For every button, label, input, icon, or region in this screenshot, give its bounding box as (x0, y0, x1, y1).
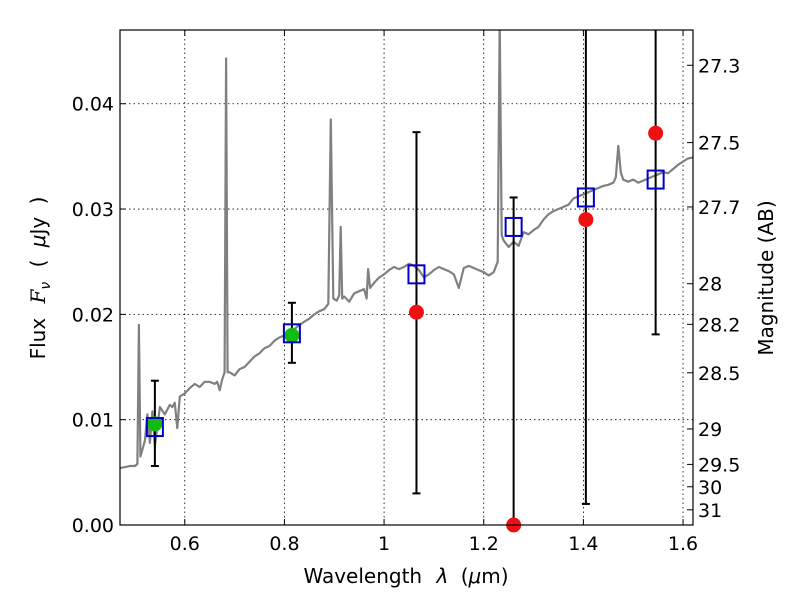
error-bars (150, 30, 660, 525)
spectrum-line (120, 30, 693, 470)
x-axis-unit-mu: μ (468, 564, 482, 588)
y-tick-label: 0.00 (72, 515, 114, 537)
y-axis-left-unit: Jy (26, 217, 50, 237)
observed-flux-point (284, 327, 300, 343)
mag-tick-label: 29.5 (698, 454, 740, 476)
x-tick-label: 1 (378, 533, 390, 555)
x-axis-label-text: Wavelength (303, 564, 422, 588)
observed-flux-point (578, 212, 594, 228)
x-tick-label: 1.6 (668, 533, 698, 555)
axis-ticks: 0.6 0.8 1 1.2 1.4 1.6 0.00 0.01 0.02 0.03 0.04 27.3… (72, 30, 740, 555)
template-spectrum (120, 30, 693, 470)
y-axis-left-flux: Flux (26, 318, 50, 360)
y-axis-left-close: ) (26, 197, 50, 205)
y-axis-left-open: ( (26, 260, 50, 268)
model-flux-point (576, 187, 595, 208)
mag-tick-label: 27.3 (698, 55, 740, 77)
observed-flux-point (408, 304, 424, 320)
mag-tick-label: 28.2 (698, 314, 740, 336)
y-tick-label: 0.03 (72, 199, 114, 221)
observed-flux-point (147, 416, 163, 432)
y-axis-right-label: Magnitude (AB) (754, 200, 778, 355)
y-tick-label: 0.04 (72, 94, 114, 116)
plot-frame (119, 29, 694, 526)
y-tick-label: 0.01 (72, 410, 114, 432)
observed-flux-point (648, 125, 664, 141)
x-tick-label: 0.6 (170, 533, 200, 555)
x-tick-label: 1.2 (469, 533, 499, 555)
x-axis-lambda: λ (435, 564, 448, 588)
x-axis-unit-rest: m) (481, 564, 508, 588)
mag-tick-label: 27.5 (698, 133, 740, 155)
y-axis-left-nu: ν (38, 282, 54, 290)
model-flux-point (504, 216, 523, 237)
x-tick-label: 0.8 (269, 533, 299, 555)
mag-tick-label: 27.7 (698, 197, 740, 219)
mag-tick-label: 28 (698, 274, 722, 296)
flux-markers (145, 125, 665, 533)
y-axis-left-label: Flux Fν ( μJy ) (26, 197, 55, 360)
mag-tick-label: 28.5 (698, 363, 740, 385)
model-flux-point (145, 417, 164, 438)
model-flux-point (407, 264, 426, 285)
model-flux-point (282, 323, 301, 344)
x-tick-label: 1.4 (568, 533, 598, 555)
mag-tick-label: 30 (698, 477, 722, 499)
x-axis-label: Wavelength λ (μm) (303, 564, 508, 588)
model-flux-point (646, 169, 665, 190)
y-tick-label: 0.02 (72, 304, 114, 326)
y-axis-left-mu: μ (26, 234, 50, 248)
grid-lines (120, 30, 693, 526)
mag-tick-label: 29 (698, 419, 722, 441)
y-axis-left-F: F (26, 288, 50, 304)
mag-tick-label: 31 (698, 500, 722, 522)
x-axis-unit-open: ( (461, 564, 469, 588)
